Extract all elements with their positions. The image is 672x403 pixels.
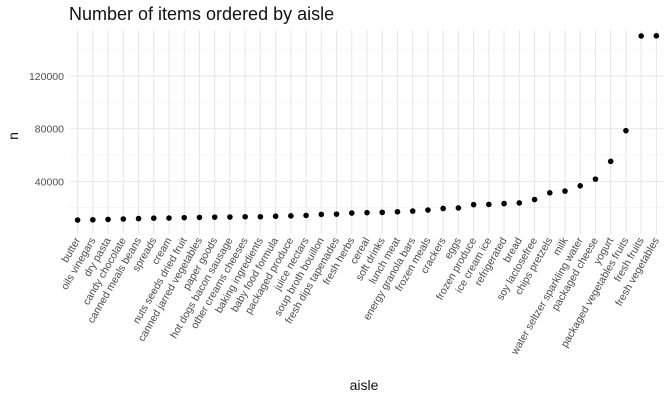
data-point	[638, 33, 644, 39]
data-point	[90, 216, 96, 223]
data-point	[318, 211, 325, 218]
data-point	[364, 209, 370, 216]
data-point	[653, 32, 660, 39]
data-point	[181, 214, 188, 221]
data-point	[135, 215, 142, 222]
data-point	[257, 213, 264, 220]
data-point	[470, 201, 477, 208]
x-axis-title: aisle	[350, 377, 379, 393]
points-layer	[74, 32, 660, 223]
data-point	[196, 214, 203, 221]
data-point	[211, 214, 218, 220]
data-point	[516, 200, 523, 206]
data-point	[379, 209, 386, 216]
data-point	[303, 212, 309, 219]
data-point	[409, 208, 416, 214]
data-point	[607, 158, 614, 165]
data-point	[531, 196, 538, 203]
data-point	[288, 213, 294, 219]
data-point	[227, 214, 233, 220]
data-point	[546, 190, 553, 196]
data-point	[105, 216, 111, 223]
y-tick-labels: 40000 80000 120000	[29, 71, 64, 188]
data-point	[562, 188, 568, 194]
data-point	[623, 127, 629, 134]
data-point	[486, 201, 492, 208]
grid-layer	[70, 30, 664, 234]
data-point	[577, 183, 584, 189]
y-tick-label: 80000	[35, 124, 64, 136]
y-tick-label: 40000	[35, 176, 64, 188]
data-point	[348, 210, 355, 216]
data-point	[455, 205, 462, 211]
data-point	[333, 211, 340, 217]
data-point	[272, 213, 279, 220]
data-point	[425, 207, 431, 213]
data-point	[166, 215, 172, 221]
data-point	[592, 176, 599, 182]
data-point	[440, 205, 446, 212]
data-point	[242, 213, 248, 220]
data-point	[120, 216, 127, 222]
y-tick-label: 120000	[29, 71, 64, 83]
y-axis-title: n	[5, 132, 21, 140]
data-point	[150, 215, 157, 222]
chart-title: Number of items ordered by aisle	[69, 4, 335, 24]
data-point	[394, 208, 401, 215]
data-point	[74, 217, 81, 223]
data-point	[501, 200, 507, 207]
